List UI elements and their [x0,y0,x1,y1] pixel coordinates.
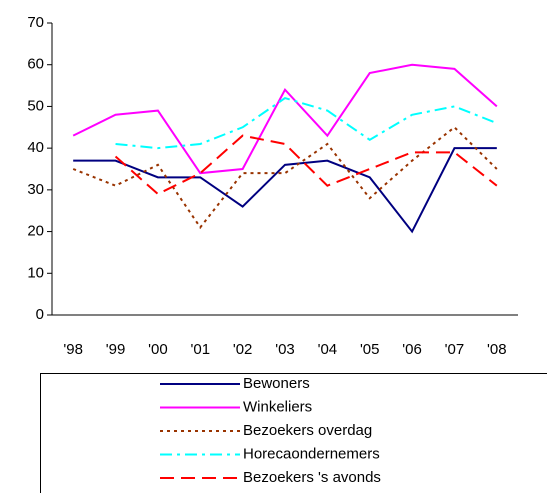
legend-label: Bewoners [243,375,310,392]
x-tick-label: '06 [402,341,422,358]
y-tick-label: 30 [27,181,44,198]
series-line [72,125,498,230]
y-tick-label: 70 [27,14,44,31]
legend-box [40,373,547,493]
series-line [73,147,497,234]
x-tick-label: '07 [445,341,465,358]
legend-label: Bezoekers 's avonds [243,469,381,486]
y-tick-label: 20 [27,223,44,240]
y-tick-label: 50 [27,97,44,114]
x-tick-label: '99 [106,341,126,358]
x-tick-label: '08 [487,341,507,358]
x-tick-label: '98 [63,341,83,358]
y-tick-label: 10 [27,264,44,281]
x-tick-label: '04 [318,341,338,358]
x-tick-label: '00 [148,341,168,358]
series-line [114,134,498,196]
y-tick-label: 0 [36,306,44,323]
y-tick-label: 40 [27,139,44,156]
x-tick-label: '02 [233,341,253,358]
legend-label: Bezoekers overdag [243,422,372,439]
x-tick-label: '03 [275,341,295,358]
y-tick-label: 60 [27,56,44,73]
x-tick-label: '01 [190,341,210,358]
x-tick-label: '05 [360,341,380,358]
series-line [72,63,498,175]
series-line [115,96,498,150]
legend-label: Horecaondernemers [243,445,380,462]
legend-label: Winkeliers [243,398,312,415]
